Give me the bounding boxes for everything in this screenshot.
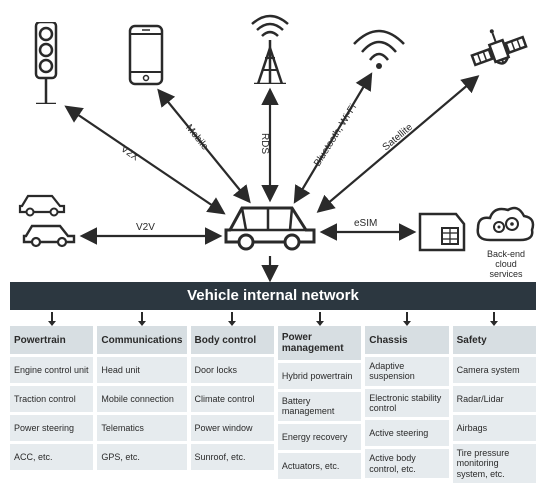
col-cell: Active body control, etc.	[365, 449, 448, 478]
network-bar: Vehicle internal network	[10, 282, 536, 310]
col-cell: GPS, etc.	[97, 444, 186, 470]
col-cell: Actuators, etc.	[278, 453, 361, 479]
col-arrow	[51, 312, 53, 322]
arrows-layer	[0, 0, 546, 282]
col-cell: Radar/Lidar	[453, 386, 536, 412]
col-cell: Sunroof, etc.	[191, 444, 274, 470]
col-header: Power management	[278, 326, 361, 360]
col-cell: Active steering	[365, 420, 448, 446]
label-rds: RDS	[259, 133, 270, 154]
col-arrow	[406, 312, 408, 322]
col-cell: ACC, etc.	[10, 444, 93, 470]
col-cell: Power window	[191, 415, 274, 441]
col-cell: Power steering	[10, 415, 93, 441]
col-arrow	[319, 312, 321, 322]
col-cell: Airbags	[453, 415, 536, 441]
label-v2v: V2V	[136, 222, 155, 233]
col-cell: Tire pressure monitoring system, etc.	[453, 444, 536, 483]
col-header: Chassis	[365, 326, 448, 354]
col-cell: Hybrid powertrain	[278, 363, 361, 389]
col-body-control: Body control Door locks Climate control …	[191, 310, 274, 498]
col-cell: Head unit	[97, 357, 186, 383]
col-power-mgmt: Power management Hybrid powertrain Batte…	[278, 310, 361, 498]
col-chassis: Chassis Adaptive suspension Electronic s…	[365, 310, 448, 498]
col-cell: Telematics	[97, 415, 186, 441]
columns-container: Powertrain Engine control unit Traction …	[10, 310, 536, 498]
col-arrow	[141, 312, 143, 322]
col-powertrain: Powertrain Engine control unit Traction …	[10, 310, 93, 498]
col-cell: Energy recovery	[278, 424, 361, 450]
col-cell: Battery management	[278, 392, 361, 421]
col-cell: Engine control unit	[10, 357, 93, 383]
col-communications: Communications Head unit Mobile connecti…	[97, 310, 186, 498]
col-header: Communications	[97, 326, 186, 354]
col-cell: Camera system	[453, 357, 536, 383]
col-cell: Climate control	[191, 386, 274, 412]
col-cell: Door locks	[191, 357, 274, 383]
col-header: Safety	[453, 326, 536, 354]
col-cell: Traction control	[10, 386, 93, 412]
col-cell: Mobile connection	[97, 386, 186, 412]
col-header: Body control	[191, 326, 274, 354]
upper-diagram: Back-end cloud services V2X Mobile RDS B…	[0, 0, 546, 280]
col-cell: Adaptive suspension	[365, 357, 448, 386]
label-esim: eSIM	[354, 218, 377, 229]
col-safety: Safety Camera system Radar/Lidar Airbags…	[453, 310, 536, 498]
col-arrow	[231, 312, 233, 322]
col-arrow	[493, 312, 495, 322]
col-header: Powertrain	[10, 326, 93, 354]
col-cell: Electronic stability control	[365, 389, 448, 418]
